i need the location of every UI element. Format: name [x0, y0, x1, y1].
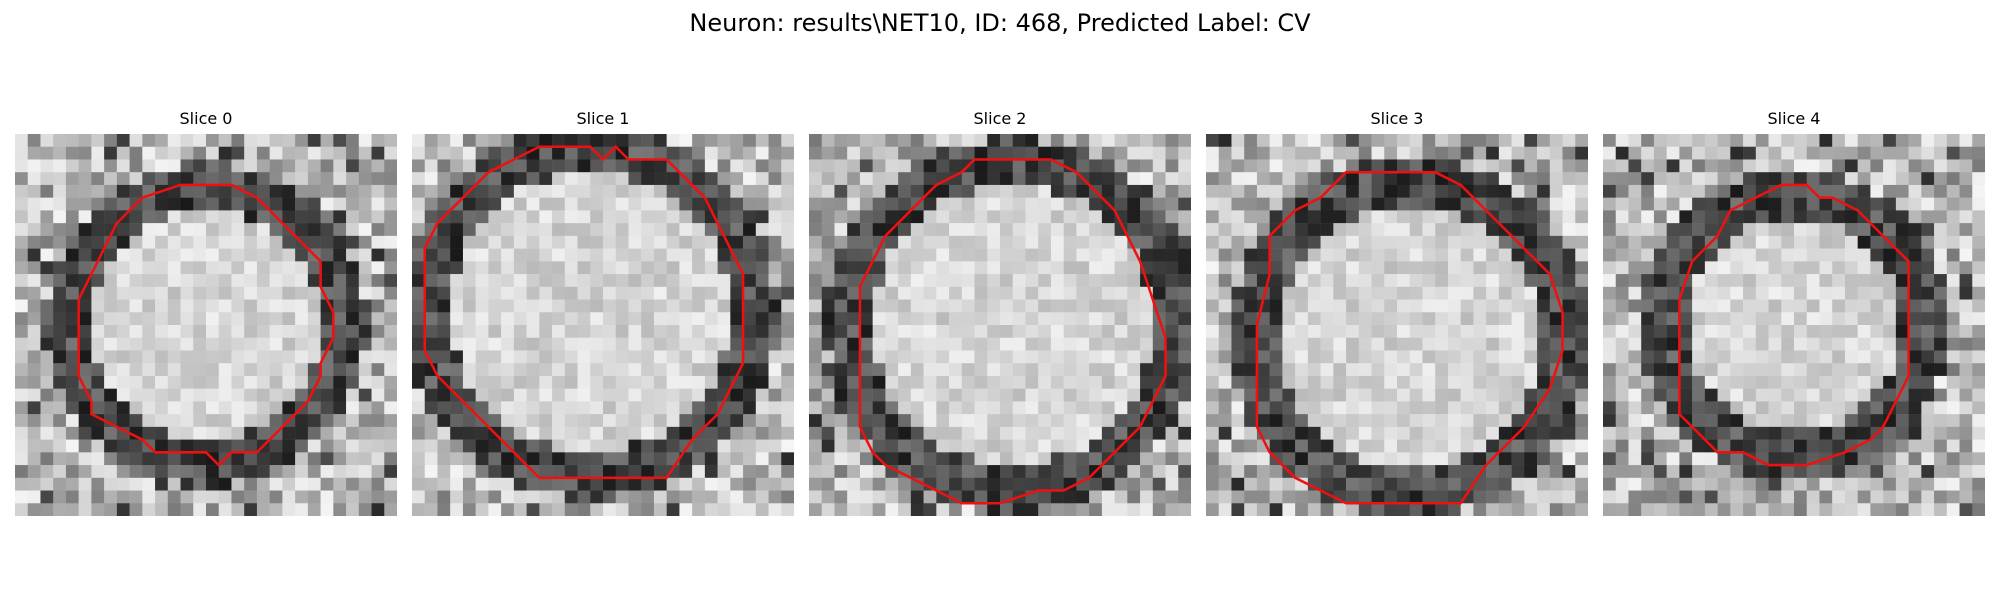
slice-image-0	[15, 134, 397, 516]
panel-title-slice-0: Slice 0	[179, 109, 233, 128]
panel-title-slice-4: Slice 4	[1767, 109, 1821, 128]
slice-panel-4	[1603, 134, 1985, 516]
slice-image-2	[809, 134, 1191, 516]
slice-panel-1	[412, 134, 794, 516]
slice-image-3	[1206, 134, 1588, 516]
panel-title-slice-1: Slice 1	[576, 109, 630, 128]
slice-panel-3	[1206, 134, 1588, 516]
neuron-contour	[423, 144, 745, 480]
slice-panel-2	[809, 134, 1191, 516]
slice-panel-0	[15, 134, 397, 516]
pixel-grid	[1603, 134, 1985, 516]
neuron-contour	[77, 183, 335, 467]
pixel-grid	[15, 134, 397, 516]
panel-title-slice-3: Slice 3	[1370, 109, 1424, 128]
panel-title-slice-2: Slice 2	[973, 109, 1027, 128]
neuron-contour	[1678, 183, 1910, 467]
pixel-grid	[809, 134, 1191, 516]
pixel-grid	[1206, 134, 1588, 516]
slice-image-4	[1603, 134, 1985, 516]
neuron-contour	[858, 158, 1167, 505]
neuron-contour	[1255, 170, 1564, 505]
slice-image-1	[412, 134, 794, 516]
figure-title: Neuron: results\NET10, ID: 468, Predicte…	[689, 9, 1311, 37]
